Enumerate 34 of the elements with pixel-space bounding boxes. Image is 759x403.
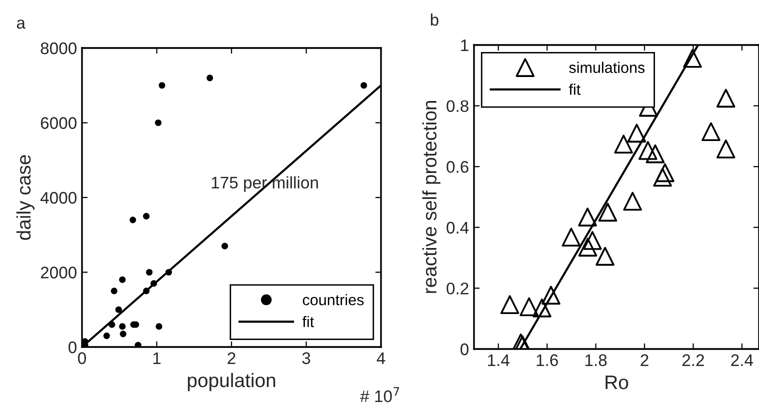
legend-label: simulations (569, 62, 645, 74)
y-tick-label: 6000 (40, 117, 76, 129)
x-tick-label: 2.2 (682, 354, 704, 366)
x-tick-label: 1.8 (585, 354, 607, 366)
y-tick-label: 0 (68, 341, 76, 354)
y-axis-title: reactive self protection (422, 100, 440, 293)
y-tick-label: 0.4 (446, 222, 469, 234)
y-tick-label: 1 (461, 40, 468, 52)
x-tick-label: 4 (376, 352, 386, 364)
y-tick-label: 0.8 (446, 100, 468, 112)
x-tick-label: 2.4 (731, 354, 754, 366)
x-tick-label: 1 (153, 352, 161, 364)
x-tick-label: 2 (228, 352, 236, 364)
x-axis-title: Ro (606, 376, 628, 390)
y-tick-label: 8000 (40, 42, 76, 54)
y-tick-label: 4000 (40, 192, 76, 204)
x-tick-label: 0 (78, 352, 86, 364)
y-tick-label: 0 (460, 343, 468, 356)
y-axis-title: daily case (16, 155, 35, 240)
y-tick-label: 0.2 (446, 282, 468, 294)
y-tick-label: 0.6 (446, 161, 468, 173)
y-tick-label: 2000 (40, 266, 76, 278)
x-axis-title: population (188, 372, 276, 392)
legend-label: countries (302, 294, 364, 306)
legend-label: fit (568, 84, 580, 95)
chart-title: b (430, 13, 438, 26)
chart-title: a (16, 20, 26, 29)
x-tick-label: 3 (302, 352, 310, 364)
text: # 10$^{7}$ (360, 387, 400, 402)
annotation: 175 per million (212, 176, 318, 192)
x-tick-label: 1.4 (488, 354, 510, 366)
x-tick-label: 2 (640, 354, 648, 366)
legend-label: fit (302, 316, 314, 328)
x-tick-label: 1.6 (536, 354, 558, 366)
